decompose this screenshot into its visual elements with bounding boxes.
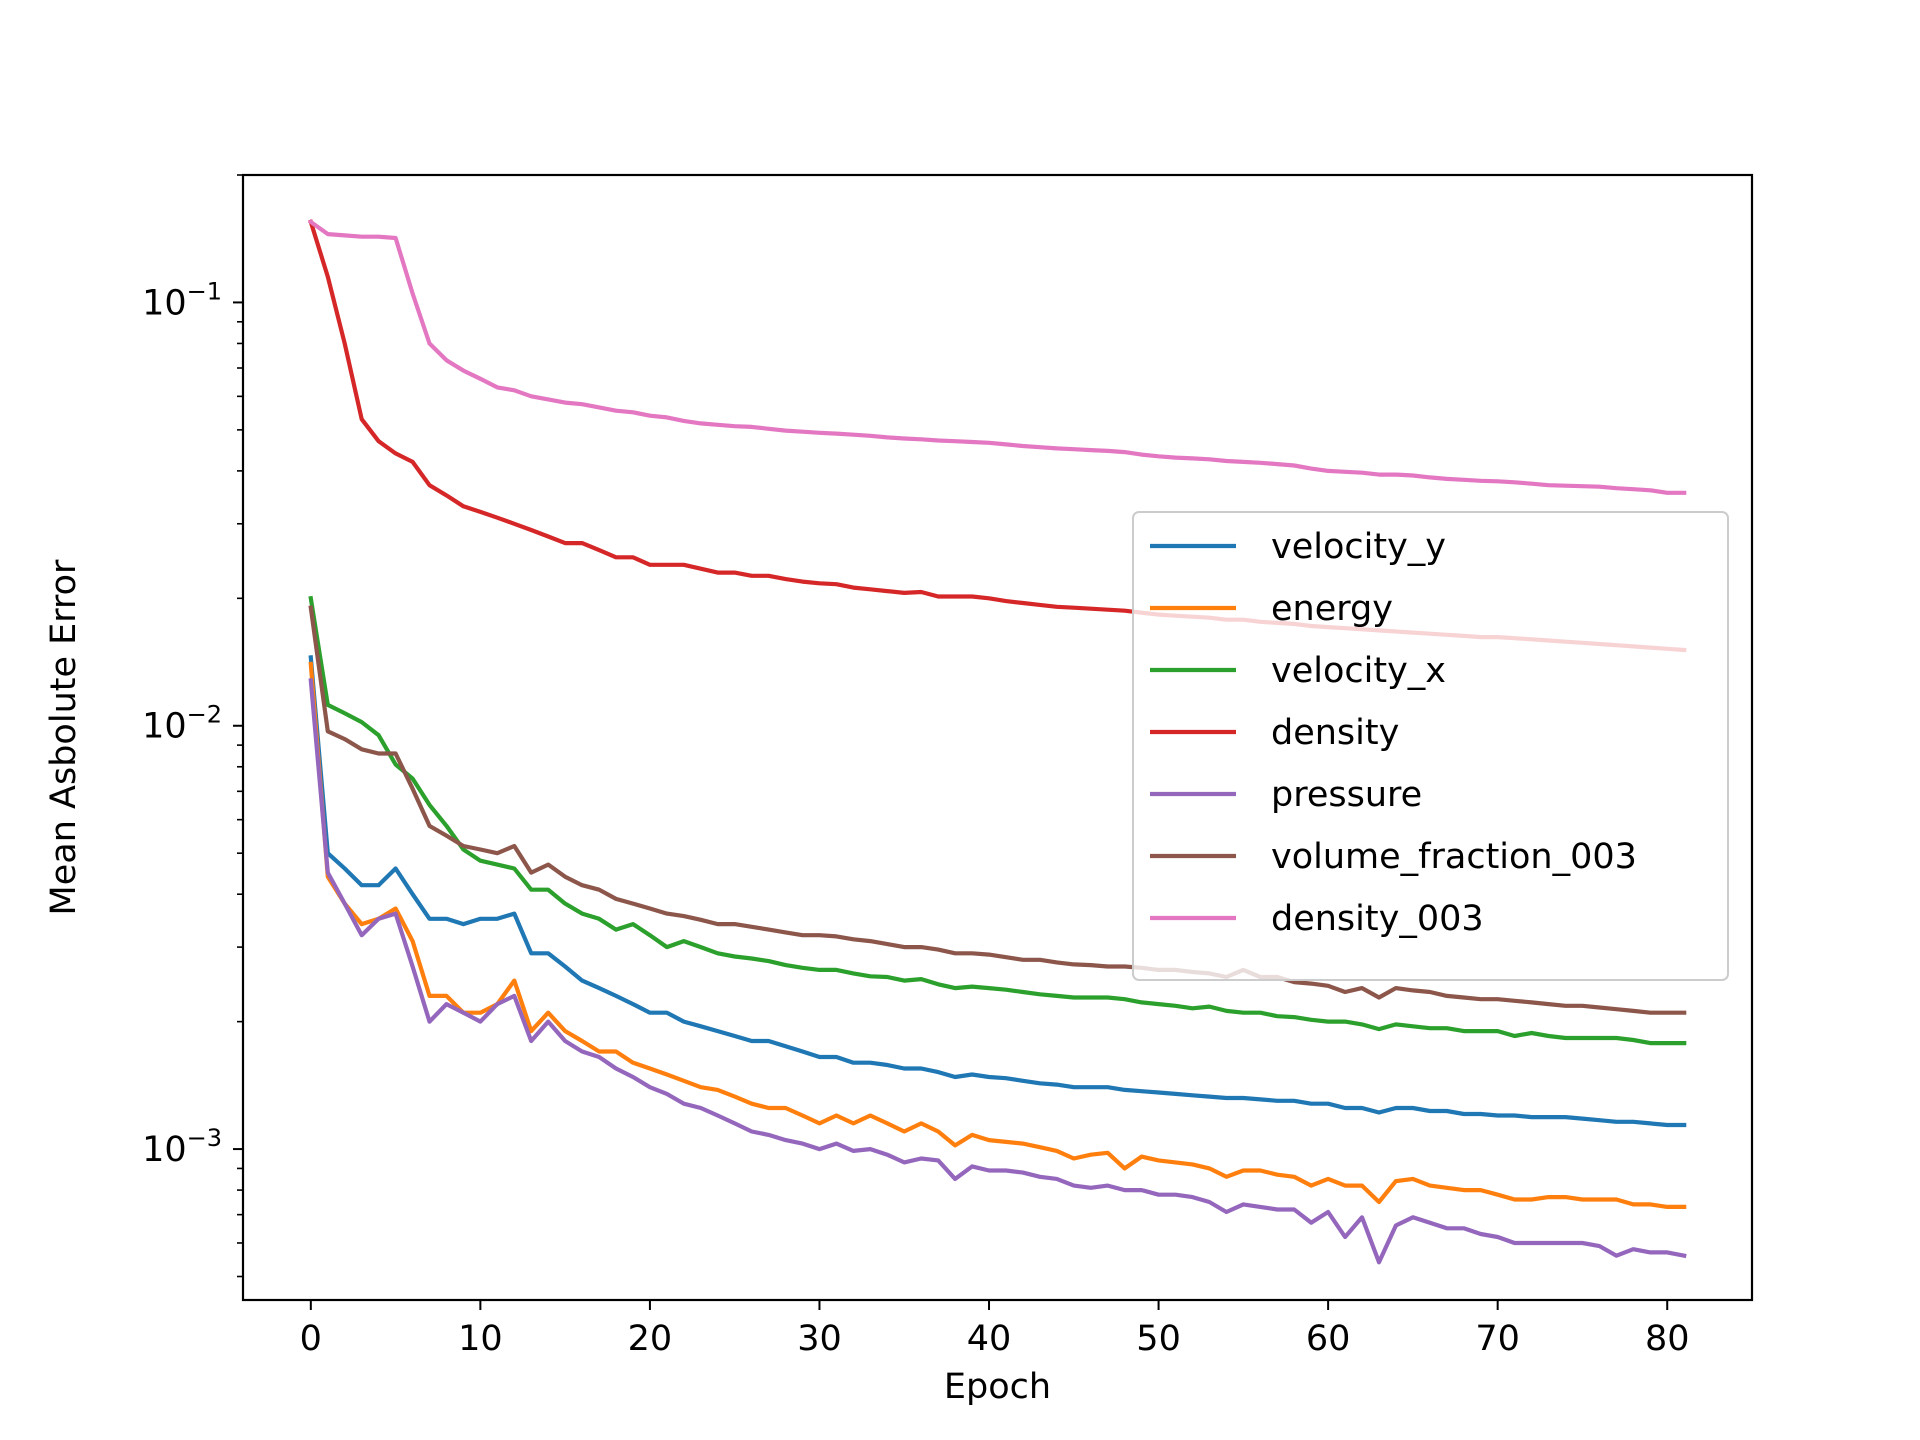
- y-axis: 10−1 10−2 10−3: [142, 174, 243, 1278]
- x-tick-label: 40: [967, 1319, 1012, 1359]
- plot-lines: [307, 218, 1687, 1265]
- legend-label-density: density: [1271, 713, 1399, 753]
- x-tick-label: 0: [300, 1319, 322, 1359]
- x-tick-label: 80: [1645, 1319, 1690, 1359]
- x-tick-label: 10: [458, 1319, 503, 1359]
- series-line-energy: [308, 661, 1687, 1210]
- y-axis-title: Mean Asbolute Error: [44, 559, 84, 916]
- series-line-velocity_y: [308, 655, 1687, 1128]
- legend-label-velocity_y: velocity_y: [1271, 527, 1446, 567]
- legend-label-velocity_x: velocity_x: [1271, 651, 1446, 691]
- x-tick-label: 20: [628, 1319, 673, 1359]
- legend-label-energy: energy: [1271, 589, 1393, 629]
- legend-box: [1132, 511, 1729, 981]
- series-line-volume_fraction_003: [308, 605, 1687, 1015]
- x-tick-label: 50: [1136, 1319, 1181, 1359]
- y-tick-label: 10−1: [142, 277, 222, 323]
- x-tick-label: 70: [1475, 1319, 1520, 1359]
- series-line-density_003: [307, 218, 1687, 495]
- y-tick-label: 10−2: [142, 701, 222, 747]
- x-tick-label: 60: [1306, 1319, 1351, 1359]
- x-axis-title: Epoch: [944, 1367, 1051, 1407]
- legend-label-density_003: density_003: [1271, 899, 1484, 939]
- series-line-velocity_x: [308, 595, 1687, 1046]
- x-tick-label: 30: [797, 1319, 842, 1359]
- x-axis: 0 10 20 30 40 50 60 70 80: [300, 1300, 1690, 1359]
- y-tick-label: 10−3: [142, 1124, 222, 1170]
- legend-label-volume_fraction_003: volume_fraction_003: [1271, 837, 1637, 877]
- legend-label-pressure: pressure: [1271, 775, 1422, 815]
- series-line-pressure: [308, 678, 1687, 1265]
- axes-frame: [241, 173, 1754, 1302]
